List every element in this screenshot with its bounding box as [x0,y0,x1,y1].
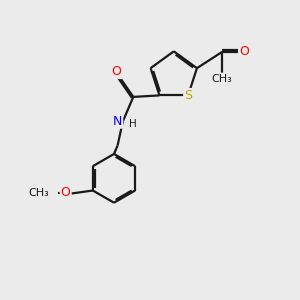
Text: CH₃: CH₃ [212,74,232,84]
Text: CH₃: CH₃ [28,188,49,199]
Text: O: O [61,186,70,200]
Text: S: S [184,89,192,102]
Text: N: N [113,115,122,128]
Text: O: O [239,45,249,58]
Text: O: O [111,65,121,78]
Text: H: H [128,118,136,129]
